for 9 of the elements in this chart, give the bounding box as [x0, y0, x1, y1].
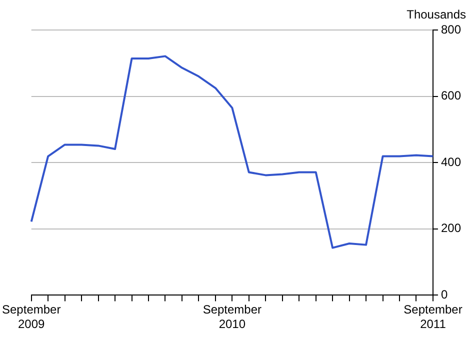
y-tick-label: 0 [440, 288, 448, 302]
y-tick-label: 600 [440, 88, 462, 103]
y-tick-label: 800 [440, 22, 462, 36]
x-tick-label: September 2011 [404, 302, 462, 332]
y-tick-label: 200 [440, 221, 462, 236]
x-tick-label: September 2009 [2, 302, 61, 332]
y-tick-label: 400 [440, 154, 462, 169]
x-tick-label: September 2010 [202, 302, 262, 332]
y-axis-title: Thousands [406, 7, 466, 22]
